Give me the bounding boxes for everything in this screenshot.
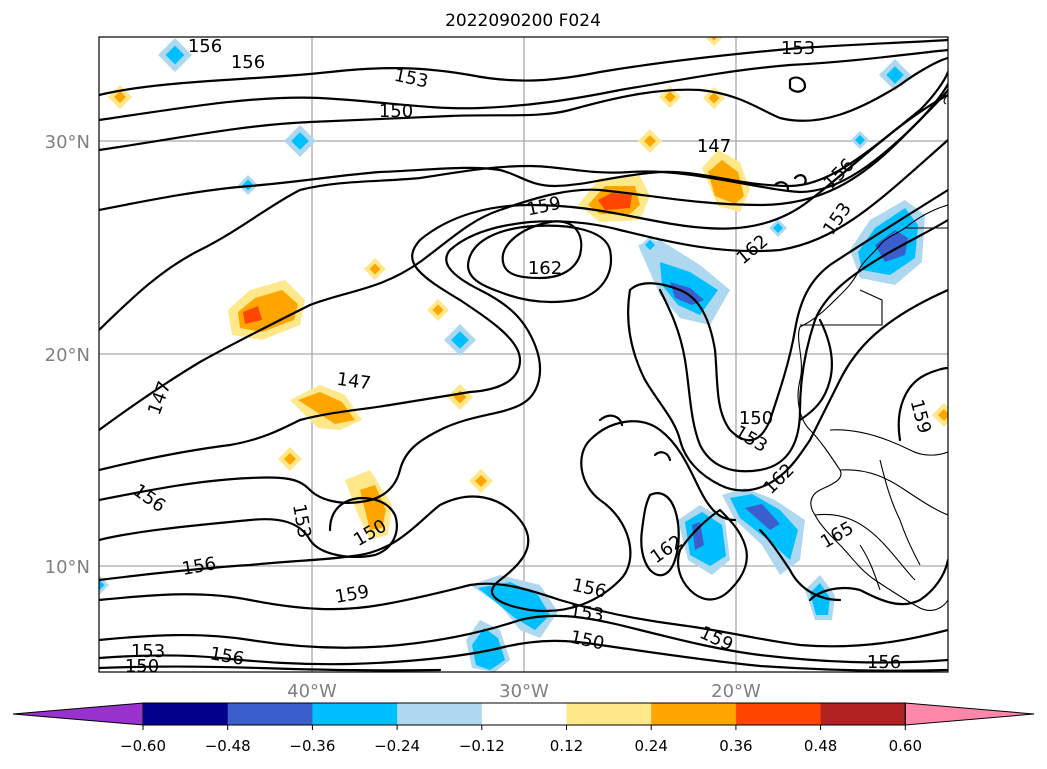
contour-label: 159	[525, 193, 563, 221]
colorbar-tick-label: −0.24	[374, 737, 420, 755]
lat-label: 10°N	[45, 557, 90, 578]
positive-anomaly-mid	[432, 304, 444, 316]
contour-label: 147	[335, 369, 372, 395]
lon-axis-labels: 40°W 30°W 20°W	[287, 681, 761, 702]
contour-label: 156	[231, 52, 265, 73]
colorbar-segment	[312, 703, 398, 725]
colorbar-tick-label: −0.36	[289, 737, 335, 755]
contour-label: 159	[333, 581, 370, 608]
colorbar-segment	[227, 703, 313, 725]
negative-anomaly-dark	[692, 522, 704, 550]
colorbar-segment	[566, 703, 652, 725]
positive-anomaly-mid	[114, 91, 126, 103]
positive-anomaly-mid	[644, 135, 656, 147]
contour-label: 159	[906, 397, 935, 436]
contour-label: 162	[528, 258, 562, 279]
contour-label: 150	[379, 101, 413, 122]
colorbar-segment	[651, 703, 737, 725]
negative-anomaly-mid	[773, 223, 783, 233]
negative-anomaly-mid	[242, 179, 254, 191]
colorbar-segment	[397, 703, 483, 725]
lat-label: 20°N	[45, 345, 90, 366]
colorbar-segment	[481, 703, 567, 725]
contour-label: 147	[144, 378, 175, 417]
contour-label: 162	[647, 531, 687, 568]
positive-anomaly-mid	[298, 392, 355, 424]
positive-anomaly-mid	[708, 160, 744, 204]
colorbar-frame	[142, 702, 906, 726]
contour-label: 156	[129, 480, 169, 517]
contour-label: 153	[288, 502, 315, 539]
contour-label: 150	[125, 656, 159, 677]
positive-anomaly-mid	[664, 91, 676, 103]
negative-anomaly-mid	[886, 66, 904, 84]
colorbar-tick-label: 0.12	[550, 737, 583, 755]
positive-anomaly-mid	[710, 37, 718, 41]
negative-anomaly-dark	[875, 230, 908, 262]
contour-label: 150	[568, 627, 606, 655]
contour-label: 153	[819, 199, 856, 239]
lon-label: 30°W	[499, 681, 549, 702]
colorbar-tick-label: −0.12	[459, 737, 505, 755]
lat-axis-labels: 30°N 20°N 10°N	[45, 132, 90, 578]
negative-anomaly-mid	[165, 45, 185, 65]
contour-label: 156	[188, 36, 222, 57]
contour-label: 156	[180, 553, 217, 580]
contour-label: 153	[131, 641, 165, 662]
positive-anomaly-mid	[475, 475, 487, 487]
colorbar: −0.60 −0.48 −0.36 −0.24 −0.12 0.12 0.24 0.36 0.4…	[12, 702, 1035, 755]
positive-anomaly-dark	[598, 193, 632, 210]
colorbar-tick-label: 0.48	[804, 737, 837, 755]
contour-label: 150	[739, 408, 773, 429]
colorbar-extend-low	[12, 702, 144, 726]
positive-anomaly-light	[705, 37, 723, 46]
contour-label: 162	[733, 231, 773, 269]
plot-title: 2022090200 F024	[445, 11, 601, 31]
map-area	[99, 37, 948, 672]
positive-anomaly-dark	[243, 306, 262, 324]
colorbar-tick-label: 0.36	[719, 737, 752, 755]
contour-label: 153	[781, 38, 815, 59]
contour-label: 147	[697, 136, 731, 157]
coastlines	[797, 94, 948, 611]
negative-anomaly-mid	[451, 331, 469, 349]
positive-anomaly-mid	[284, 453, 296, 465]
colorbar-segment	[735, 703, 822, 725]
colorbar-segment	[143, 703, 229, 725]
colorbar-extend-high	[904, 702, 1035, 726]
map-frame	[98, 36, 949, 673]
colorbar-tick-label: 0.60	[889, 737, 922, 755]
contour-label: 153	[568, 601, 605, 627]
positive-anomaly-mid	[708, 92, 720, 104]
height-contours	[99, 38, 948, 672]
anomaly-shading	[99, 37, 948, 672]
negative-anomaly-mid	[291, 132, 309, 150]
negative-anomaly-mid	[730, 494, 798, 560]
lat-label: 30°N	[45, 132, 90, 153]
contour-labels: 156 156 153 150 153 147 159 162 162 156 …	[125, 36, 935, 677]
negative-anomaly-mid	[99, 579, 105, 591]
colorbar-tick-label: −0.60	[120, 737, 166, 755]
positive-anomaly-mid	[369, 263, 381, 275]
negative-anomaly-dark	[745, 504, 780, 530]
colorbar-segment	[820, 703, 906, 725]
contour-label: 165	[817, 518, 857, 553]
colorbar-tick-label: −0.48	[205, 737, 251, 755]
colorbar-tick-label: 0.24	[634, 737, 667, 755]
lon-label: 40°W	[287, 681, 337, 702]
negative-anomaly-mid	[472, 628, 505, 670]
lon-label: 20°W	[711, 681, 761, 702]
positive-anomaly-mid	[938, 409, 948, 421]
negative-anomaly-mid	[855, 135, 865, 145]
contour-label: 156	[570, 575, 608, 603]
contour-label: 156	[867, 652, 901, 673]
negative-anomaly-mid	[645, 240, 655, 250]
